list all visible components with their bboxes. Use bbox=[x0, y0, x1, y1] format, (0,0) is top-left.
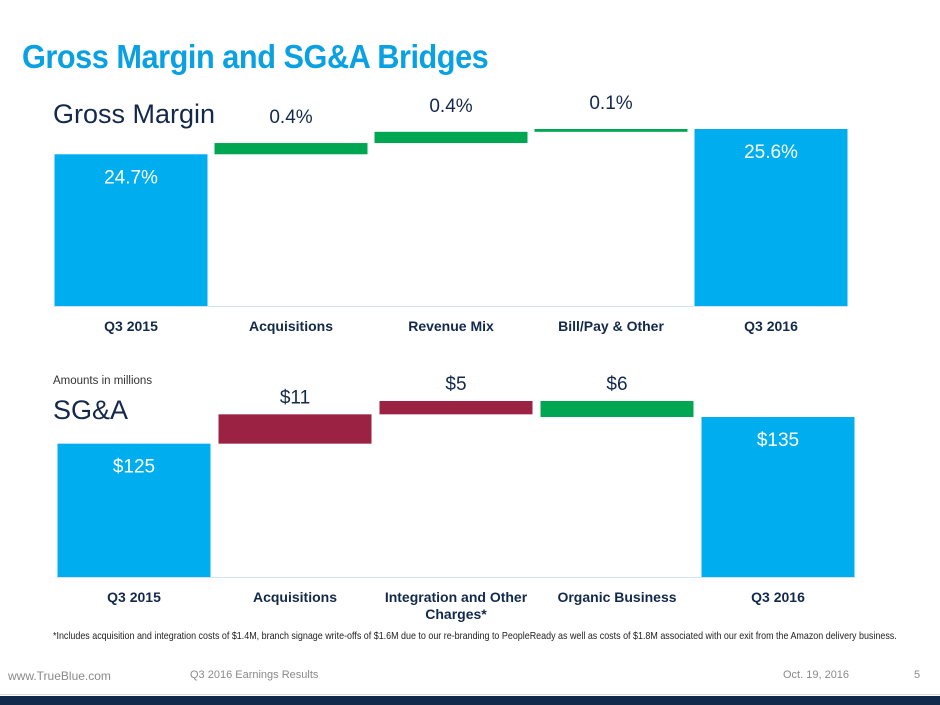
category-label-q3-2015: Q3 2015 bbox=[104, 318, 158, 334]
category-label-q3-2015: Q3 2015 bbox=[107, 589, 161, 605]
footnote: *Includes acquisition and integration co… bbox=[53, 631, 897, 642]
bar-acquisitions bbox=[214, 143, 368, 155]
chart-note: Amounts in millions bbox=[53, 375, 152, 387]
category-label-q3-2016: Q3 2016 bbox=[751, 589, 805, 605]
category-label-acquisitions: Acquisitions bbox=[249, 318, 333, 334]
data-label-q3-2016: 25.6% bbox=[744, 142, 798, 163]
bar-integration-and-other-charges bbox=[379, 401, 533, 415]
bar-acquisitions bbox=[218, 414, 372, 444]
chart-title: SG&A bbox=[53, 395, 128, 425]
category-label-q3-2016: Q3 2016 bbox=[744, 318, 798, 334]
category-label-acquisitions: Acquisitions bbox=[253, 589, 337, 605]
category-label-integration-and-other-charges: Integration and Other bbox=[385, 589, 528, 605]
category-label-organic-business: Organic Business bbox=[557, 589, 676, 605]
page-title: Gross Margin and SG&A Bridges bbox=[22, 38, 489, 75]
data-label-q3-2015: $125 bbox=[113, 457, 155, 478]
footer-deck-title: Q3 2016 Earnings Results bbox=[190, 669, 319, 681]
data-label-q3-2016: $135 bbox=[757, 430, 799, 451]
bar-q3-2016 bbox=[701, 417, 855, 577]
category-label-revenue-mix: Revenue Mix bbox=[408, 318, 494, 334]
bar-q3-2015 bbox=[57, 443, 211, 577]
data-label-acquisitions: 0.4% bbox=[269, 107, 312, 128]
data-label-organic-business: $6 bbox=[606, 374, 627, 395]
chart-title: Gross Margin bbox=[53, 99, 215, 129]
bar-q3-2016 bbox=[694, 129, 848, 306]
bar-q3-2015 bbox=[54, 154, 208, 306]
data-label-q3-2015: 24.7% bbox=[104, 167, 158, 188]
data-label-bill-pay-other: 0.1% bbox=[589, 93, 632, 114]
data-label-revenue-mix: 0.4% bbox=[429, 96, 472, 117]
category-label-bill-pay-other: Bill/Pay & Other bbox=[558, 318, 664, 334]
footer-page-number: 5 bbox=[914, 669, 921, 681]
bar-organic-business bbox=[540, 401, 694, 417]
bar-revenue-mix bbox=[374, 131, 528, 144]
footer-date: Oct. 19, 2016 bbox=[783, 669, 850, 681]
footer-website[interactable]: www.TrueBlue.com bbox=[8, 669, 111, 683]
footer-divider bbox=[0, 694, 940, 695]
bar-bill-pay-other bbox=[534, 129, 688, 132]
category-label-integration-and-other-charges: Charges* bbox=[425, 606, 487, 622]
data-label-acquisitions: $11 bbox=[280, 387, 310, 408]
sga-chart: SG&A Amounts in millions $125 Q3 2015 $11 Acq… bbox=[53, 374, 856, 622]
data-label-integration-and-other-charges: $5 bbox=[445, 374, 466, 395]
footer-band bbox=[0, 696, 940, 705]
gross-margin-chart: Gross Margin 24.7% Q3 2015 0.4% Acquisitions… bbox=[53, 93, 849, 334]
